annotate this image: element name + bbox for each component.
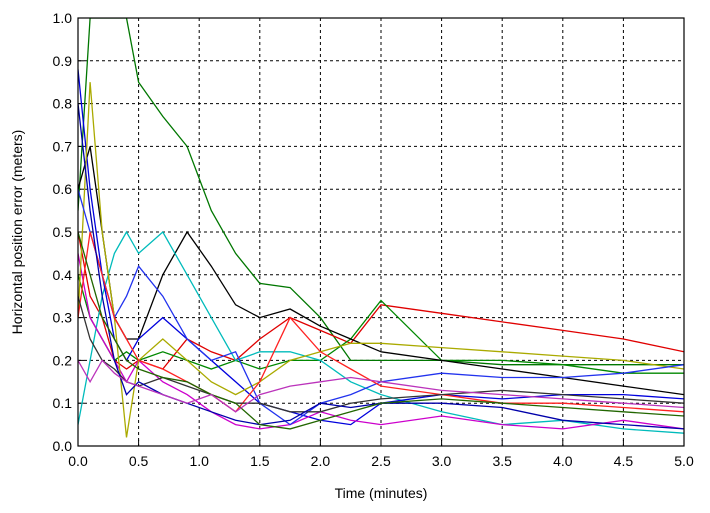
y-tick-label: 0.5 — [53, 224, 73, 240]
y-tick-label: 0.8 — [53, 96, 73, 112]
series-line — [78, 274, 684, 374]
x-axis-label: Time (minutes) — [335, 485, 428, 501]
series-line — [78, 189, 684, 426]
plot-lines — [78, 18, 684, 438]
y-tick-label: 0.6 — [53, 181, 73, 197]
x-tick-label: 2.0 — [311, 453, 331, 469]
series-line — [78, 231, 684, 370]
y-axis-label: Horizontal position error (meters) — [9, 130, 25, 335]
y-tick-label: 0.3 — [53, 310, 73, 326]
x-tick-label: 1.5 — [250, 453, 270, 469]
y-tick-label: 0.9 — [53, 53, 73, 69]
series-line — [78, 230, 684, 434]
x-tick-label: 1.0 — [189, 453, 209, 469]
y-tick-label: 0.7 — [53, 138, 73, 154]
x-tick-label: 2.5 — [371, 453, 391, 469]
y-tick-label: 0.0 — [53, 438, 73, 454]
series-line — [78, 231, 684, 413]
series-line — [78, 231, 684, 430]
x-tick-label: 5.0 — [674, 453, 694, 469]
x-tick-label: 4.5 — [614, 453, 634, 469]
series-line — [78, 359, 684, 413]
y-tick-label: 0.2 — [53, 352, 73, 368]
series-line — [78, 82, 684, 438]
y-tick-label: 1.0 — [53, 10, 73, 26]
series-line — [78, 253, 684, 430]
y-tick-label: 0.4 — [53, 267, 73, 283]
series-line — [78, 18, 684, 366]
x-tick-label: 3.0 — [432, 453, 452, 469]
series-line — [78, 103, 684, 430]
plot-frame — [77, 17, 685, 447]
x-tick-label: 0.5 — [129, 453, 149, 469]
x-tick-label: 0.0 — [68, 453, 88, 469]
x-tick-label: 3.5 — [492, 453, 512, 469]
y-tick-label: 0.1 — [53, 395, 73, 411]
x-tick-label: 4.0 — [553, 453, 573, 469]
